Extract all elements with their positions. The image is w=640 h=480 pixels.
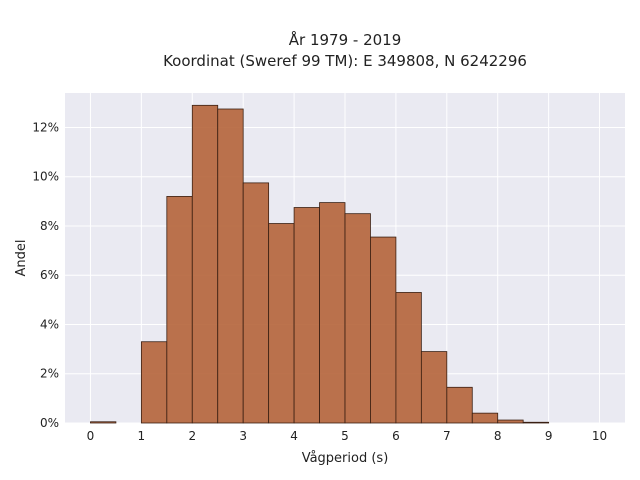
bars — [90, 104, 550, 424]
chart-title-line-1: År 1979 - 2019 — [289, 30, 402, 49]
y-tick-label: 10% — [32, 170, 59, 184]
x-tick-label: 8 — [494, 429, 502, 443]
y-tick-label: 8% — [40, 219, 59, 233]
histogram-bar — [268, 223, 295, 424]
histogram-bar — [370, 236, 397, 424]
y-tick-label: 0% — [40, 416, 59, 430]
y-tick-label: 4% — [40, 317, 59, 331]
histogram-bar — [217, 108, 244, 424]
histogram-bar — [420, 351, 448, 424]
y-axis-label: Andel — [14, 240, 29, 277]
chart-title-line-2: Koordinat (Sweref 99 TM): E 349808, N 62… — [163, 52, 527, 70]
histogram-bar — [166, 196, 193, 424]
histogram-bar — [471, 412, 499, 424]
x-tick-label: 0 — [87, 429, 95, 443]
x-tick-label: 9 — [545, 429, 553, 443]
histogram-bar — [293, 207, 320, 424]
histogram-bar — [395, 292, 422, 424]
x-tick-label: 5 — [341, 429, 349, 443]
x-tick-label: 7 — [443, 429, 451, 443]
histogram-bar — [191, 104, 219, 424]
histogram-bar — [497, 419, 524, 424]
histogram-bar — [344, 213, 371, 424]
y-tick-label: 2% — [40, 367, 59, 381]
x-tick-label: 3 — [239, 429, 247, 443]
x-tick-label: 6 — [392, 429, 400, 443]
x-axis-ticks: 0 1 2 3 4 5 6 7 8 9 10 — [87, 429, 608, 443]
histogram-bar — [319, 202, 346, 424]
x-tick-label: 2 — [188, 429, 196, 443]
x-axis-label: Vågperiod (s) — [302, 451, 389, 466]
histogram-bar — [522, 421, 550, 424]
histogram-bar — [242, 182, 270, 424]
x-tick-label: 10 — [592, 429, 607, 443]
x-tick-label: 1 — [138, 429, 146, 443]
histogram-bar — [140, 341, 168, 424]
histogram-bar — [90, 421, 117, 424]
y-axis-ticks: 0% 2% 4% 6% 8% 10% 12% — [32, 120, 59, 430]
y-tick-label: 12% — [32, 120, 59, 134]
y-tick-label: 6% — [40, 268, 59, 282]
histogram-bar — [446, 386, 473, 424]
x-tick-label: 4 — [290, 429, 298, 443]
